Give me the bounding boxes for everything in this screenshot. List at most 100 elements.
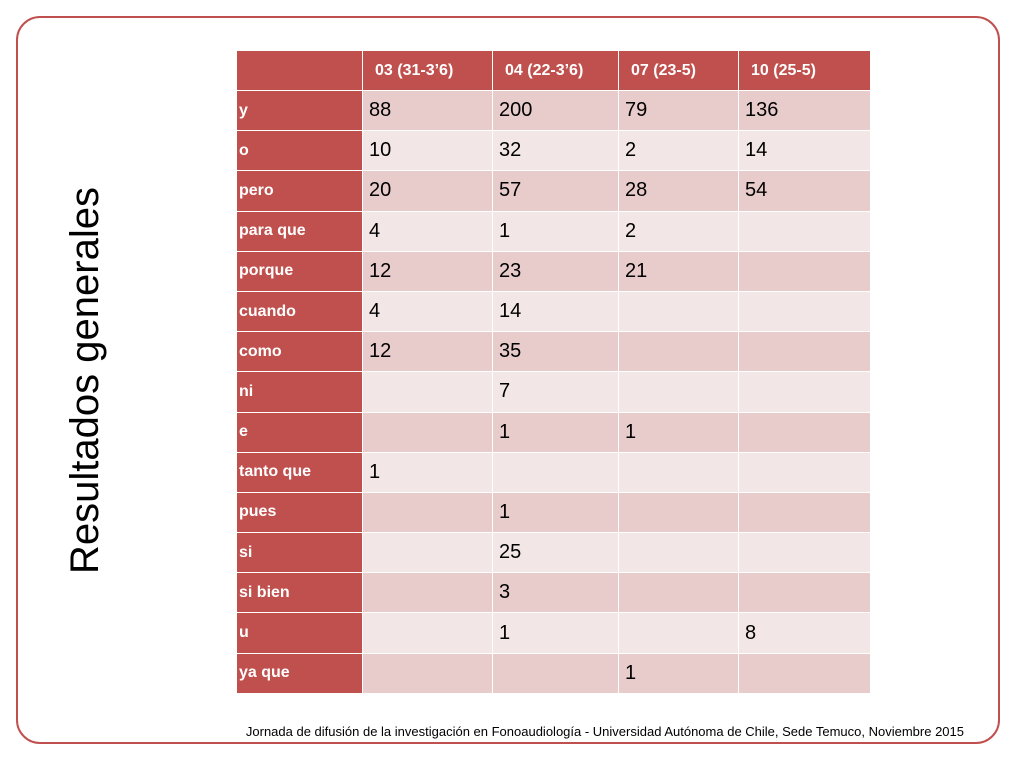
table-cell: 32 <box>492 130 619 172</box>
table-cell <box>738 371 871 413</box>
table-cell: 2 <box>618 210 739 252</box>
table-header-row: 03 (31-3’6) 04 (22-3’6) 07 (23-5) 10 (25… <box>236 50 871 91</box>
table-cell <box>618 290 739 333</box>
table-row: y 88 200 79 136 <box>236 89 871 132</box>
row-label: si bien <box>236 572 363 614</box>
table-row: tanto que 1 <box>236 451 871 493</box>
table-cell <box>362 532 493 574</box>
table-row: ya que 1 <box>236 652 871 694</box>
table-cell <box>738 331 871 373</box>
row-label: para que <box>236 210 363 252</box>
table-cell: 1 <box>492 210 619 252</box>
table-cell <box>738 451 871 493</box>
table-cell <box>362 411 493 453</box>
table-row: para que 4 1 2 <box>236 210 871 252</box>
table-cell: 25 <box>492 532 619 574</box>
table-cell <box>618 331 739 373</box>
table-body: y 88 200 79 136 o 10 32 2 14 pero 20 57 28 54 para que 4… <box>236 89 871 694</box>
table-cell: 8 <box>738 612 871 654</box>
table-cell <box>738 250 871 292</box>
table-row: como 12 35 <box>236 331 871 373</box>
table-cell <box>738 652 871 694</box>
table-cell <box>738 290 871 333</box>
table-cell: 7 <box>492 371 619 413</box>
table-cell <box>362 652 493 694</box>
row-label: porque <box>236 250 363 292</box>
table-cell: 23 <box>492 250 619 292</box>
table-cell: 3 <box>492 572 619 614</box>
results-table: 03 (31-3’6) 04 (22-3’6) 07 (23-5) 10 (25… <box>236 50 871 694</box>
table-cell: 10 <box>362 130 493 172</box>
table-cell: 88 <box>362 89 493 132</box>
table-cell <box>738 532 871 574</box>
table-cell: 54 <box>738 170 871 212</box>
row-label: pero <box>236 170 363 212</box>
table-row: o 10 32 2 14 <box>236 130 871 172</box>
table-cell: 12 <box>362 331 493 373</box>
table-cell <box>362 491 493 534</box>
table-cell <box>618 612 739 654</box>
table-row: si bien 3 <box>236 572 871 614</box>
header-cell-03: 03 (31-3’6) <box>362 50 493 91</box>
table-cell: 1 <box>492 612 619 654</box>
table-cell: 14 <box>738 130 871 172</box>
header-cell-04: 04 (22-3’6) <box>492 50 619 91</box>
row-label: o <box>236 130 363 172</box>
table-cell <box>362 371 493 413</box>
table-row: porque 12 23 21 <box>236 250 871 292</box>
table-cell: 1 <box>618 411 739 453</box>
table-row: u 1 8 <box>236 612 871 654</box>
table-cell <box>362 572 493 614</box>
table-cell <box>618 451 739 493</box>
row-label: como <box>236 331 363 373</box>
row-label: y <box>236 89 363 132</box>
header-cell-07: 07 (23-5) <box>618 50 739 91</box>
table-cell: 21 <box>618 250 739 292</box>
table-cell <box>618 572 739 614</box>
table-cell <box>738 491 871 534</box>
row-label: pues <box>236 491 363 534</box>
table-cell <box>618 491 739 534</box>
table-cell: 28 <box>618 170 739 212</box>
table-cell: 136 <box>738 89 871 132</box>
table-cell <box>738 572 871 614</box>
header-cell-10: 10 (25-5) <box>738 50 871 91</box>
table-cell: 4 <box>362 290 493 333</box>
table-cell: 20 <box>362 170 493 212</box>
table-cell: 2 <box>618 130 739 172</box>
table-row: ni 7 <box>236 371 871 413</box>
row-label: tanto que <box>236 451 363 493</box>
slide-title: Resultados generales <box>62 186 107 574</box>
table-cell <box>362 612 493 654</box>
table-row: si 25 <box>236 532 871 574</box>
row-label: e <box>236 411 363 453</box>
footer-text: Jornada de difusión de la investigación … <box>245 724 964 739</box>
row-label: si <box>236 532 363 574</box>
table-row: cuando 4 14 <box>236 290 871 333</box>
table-cell: 12 <box>362 250 493 292</box>
table-cell <box>738 210 871 252</box>
table-cell <box>492 451 619 493</box>
table-cell <box>618 532 739 574</box>
table-row: pues 1 <box>236 491 871 534</box>
table-cell: 1 <box>492 491 619 534</box>
row-label: ya que <box>236 652 363 694</box>
table-cell: 1 <box>618 652 739 694</box>
table-cell: 14 <box>492 290 619 333</box>
table-cell <box>492 652 619 694</box>
row-label: u <box>236 612 363 654</box>
table-cell: 79 <box>618 89 739 132</box>
table-cell <box>618 371 739 413</box>
title-container: Resultados generales <box>60 120 110 640</box>
table-cell: 4 <box>362 210 493 252</box>
table-cell: 1 <box>362 451 493 493</box>
row-label: ni <box>236 371 363 413</box>
table-cell: 57 <box>492 170 619 212</box>
table-row: pero 20 57 28 54 <box>236 170 871 212</box>
table-cell <box>738 411 871 453</box>
table-cell: 1 <box>492 411 619 453</box>
table-cell: 200 <box>492 89 619 132</box>
table-cell: 35 <box>492 331 619 373</box>
